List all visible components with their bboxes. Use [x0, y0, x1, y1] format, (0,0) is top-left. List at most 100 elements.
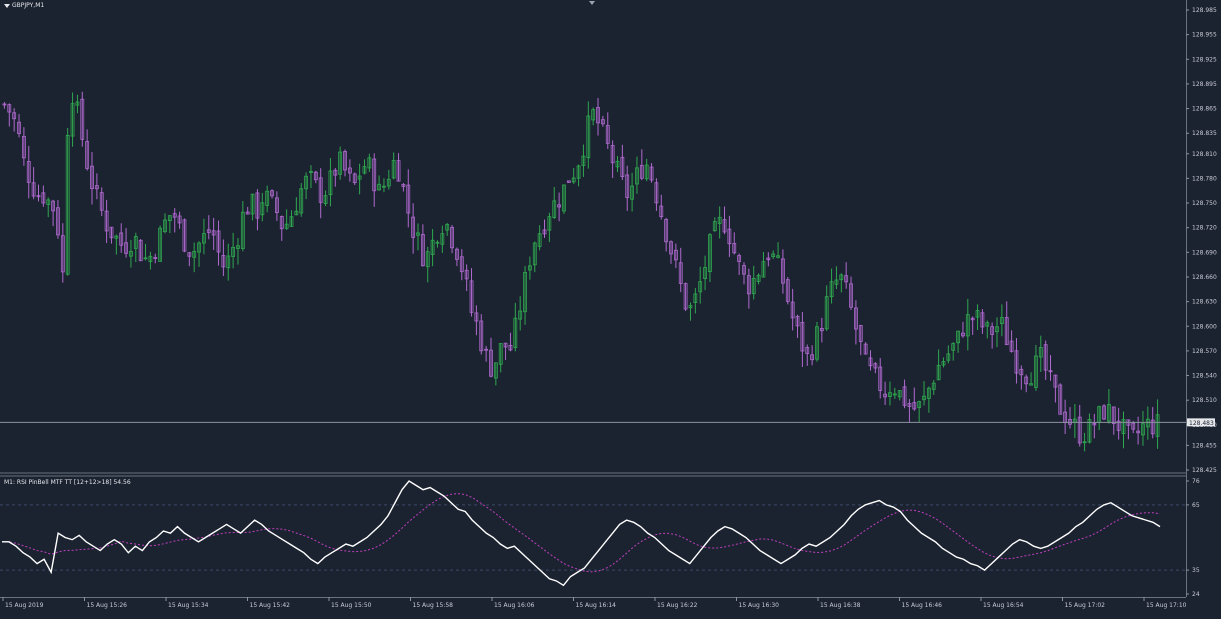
time-tick-label: 15 Aug 15:34 [168, 602, 209, 609]
candle-body [435, 241, 440, 244]
candle-body [46, 199, 51, 205]
candle-body [1014, 350, 1019, 374]
candle-body [552, 200, 557, 218]
candle-body [51, 200, 55, 212]
candle-body [805, 347, 810, 354]
candle-body [625, 174, 630, 198]
candle-body [712, 221, 717, 232]
candle-body [995, 326, 999, 333]
rsi-line [2, 480, 1161, 587]
candle-body [129, 251, 133, 257]
candle-body [386, 178, 391, 187]
candle-body [990, 326, 995, 335]
candle-body [7, 104, 12, 113]
price-tick-label: 128.510 [1192, 397, 1217, 404]
candle-body [469, 280, 474, 313]
candle-body [318, 177, 323, 203]
time-tick-label: 15 Aug 17:10 [1146, 602, 1187, 609]
candle-body [868, 357, 873, 367]
candle-body [732, 243, 737, 254]
candle-body [1034, 355, 1038, 388]
candle-body [839, 274, 844, 281]
candle-body [766, 257, 771, 261]
time-tick-label: 15 Aug 15:26 [87, 602, 128, 609]
candle-body [270, 190, 274, 197]
candle-body [167, 215, 172, 222]
price-tick-label: 128.425 [1192, 467, 1217, 474]
candle-body [26, 161, 31, 183]
candle-body [382, 185, 386, 188]
candle-body [60, 235, 65, 273]
time-tick-label: 15 Aug 2019 [5, 602, 44, 609]
candle-body [275, 197, 279, 213]
time-tick-label: 15 Aug 15:50 [331, 602, 372, 609]
candle-body [776, 255, 780, 258]
candle-body [119, 232, 124, 246]
candle-body [566, 180, 571, 183]
candle-body [693, 293, 698, 303]
candle-body [104, 210, 109, 232]
candle-body [985, 322, 990, 327]
candle-body [148, 255, 153, 262]
rsi-tick-label: 65 [1192, 502, 1200, 509]
candle-body [620, 156, 625, 178]
candle-body [518, 310, 523, 320]
candle-body [975, 310, 980, 318]
candle-body [635, 167, 639, 185]
price-tick-label: 128.895 [1192, 81, 1217, 88]
candle-body [94, 185, 99, 190]
candle-body [722, 219, 727, 233]
candle-body [70, 103, 75, 137]
candle-body [202, 233, 206, 244]
candle-body [420, 234, 425, 267]
candle-body [333, 169, 338, 176]
candle-body [80, 98, 85, 140]
dropdown-triangle-icon[interactable] [4, 3, 10, 8]
candle-body [90, 165, 94, 190]
candle-body [211, 230, 216, 236]
candle-body [284, 223, 289, 229]
candle-body [323, 195, 328, 204]
candle-body [1077, 416, 1082, 444]
candle-body [289, 216, 294, 227]
candle-body [279, 216, 284, 230]
candle-body [479, 320, 484, 352]
candle-body [391, 160, 396, 179]
candle-body [532, 242, 537, 266]
candle-body [737, 255, 742, 262]
candle-body [197, 242, 201, 253]
candle-body [265, 190, 270, 206]
price-tick-label: 128.955 [1192, 32, 1217, 39]
symbol-title[interactable]: GBPJPY,M1 [4, 1, 44, 10]
candle-body [586, 115, 591, 159]
candle-body [65, 134, 70, 275]
candle-body [547, 216, 552, 231]
candle-body [970, 317, 975, 321]
candle-body [328, 170, 333, 196]
candle-body [922, 395, 926, 401]
candle-body [600, 119, 605, 125]
candle-body [250, 193, 255, 215]
candle-body [352, 173, 357, 184]
candle-body [605, 125, 610, 144]
chart-shift-icon[interactable] [589, 1, 595, 5]
candle-body [36, 195, 41, 198]
candle-body [727, 228, 732, 245]
candle-body [216, 230, 221, 253]
current-price-label: 128.483 [1189, 420, 1214, 427]
candle-body [649, 166, 654, 181]
candle-body [260, 202, 265, 216]
candle-body [800, 321, 805, 352]
candle-body [756, 274, 761, 282]
candle-body [941, 361, 946, 366]
candle-body [12, 112, 17, 120]
candle-body [956, 330, 960, 344]
rsi-tick-label: 35 [1192, 567, 1200, 574]
candle-body [416, 232, 420, 236]
candle-body [114, 235, 119, 239]
candle-body [683, 283, 688, 310]
candle-body [450, 226, 454, 249]
candle-body [484, 348, 489, 351]
